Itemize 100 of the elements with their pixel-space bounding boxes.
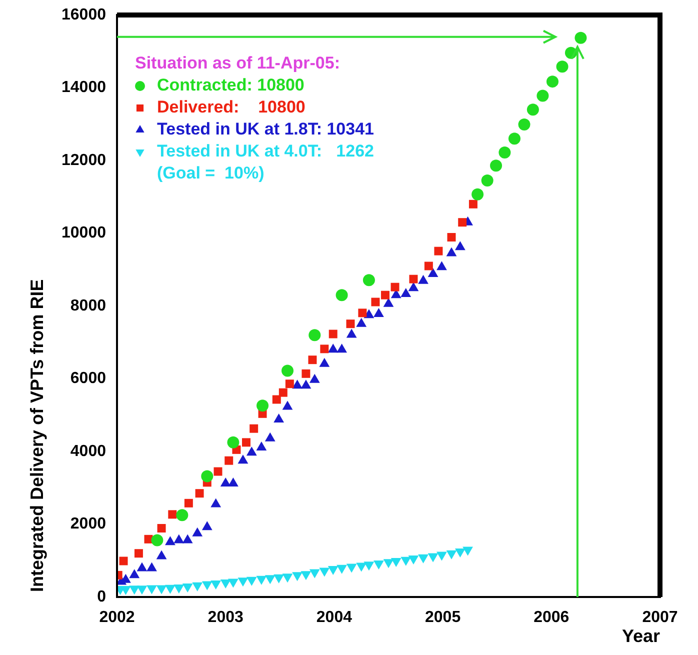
point [151,534,164,546]
point [446,550,457,560]
point [320,344,329,354]
point [472,188,484,200]
point [228,578,238,588]
x-tick-label: 2006 [534,609,570,626]
point [220,579,231,588]
point [242,438,250,447]
point [224,456,234,465]
point [292,572,302,582]
point [409,274,418,284]
legend-label: Tested in UK at 1.8T: 10341 [157,120,374,139]
point [285,380,294,388]
point [319,568,330,577]
point [418,554,428,564]
y-tick-label: 0 [97,588,106,606]
point [454,548,466,558]
point [458,218,467,227]
point [278,388,288,397]
y-tick-label: 2000 [70,516,106,533]
point [156,585,167,594]
point [468,200,478,208]
point [264,575,276,584]
x-tick-label: 2007 [642,609,678,626]
point [428,553,438,562]
point [157,524,166,532]
point [446,247,457,256]
point [129,586,140,595]
point [300,571,312,580]
y-tick-label: 8000 [70,297,106,314]
point [308,329,321,342]
point [408,282,419,292]
legend-title: Situation as of 11-Apr-05: [135,54,340,73]
point [328,330,338,338]
point [308,356,317,364]
point [508,132,520,145]
point [383,559,394,568]
point [165,584,176,594]
point [210,580,222,590]
point [546,76,558,88]
point [168,510,177,519]
y-tick-label: 16000 [62,6,106,24]
point [227,436,240,448]
point [436,552,447,561]
point [302,369,310,378]
y-tick-label: 4000 [70,442,106,460]
point [408,555,419,564]
point [400,556,412,566]
point [381,290,390,300]
point [356,562,367,572]
point [518,118,530,130]
point [274,574,284,584]
point [574,32,587,44]
point [192,582,203,592]
point [309,569,320,578]
point [536,90,549,102]
point [328,566,338,575]
point [272,395,281,404]
point [364,562,374,571]
point [174,584,184,594]
point [424,262,433,270]
point [336,289,348,302]
point [256,576,267,585]
point [447,233,456,242]
point [282,574,293,583]
point [346,320,355,328]
legend-label: Delivered: 10800 [157,98,306,117]
point [182,583,193,592]
point [119,556,128,566]
x-tick-label: 2003 [208,609,244,626]
point [481,174,494,187]
point [136,586,148,595]
y-tick-label: 14000 [62,79,106,96]
point [358,308,367,318]
point [362,274,375,286]
point [246,576,257,586]
point [346,564,357,573]
point [434,246,443,256]
point [238,578,248,587]
point [490,160,502,172]
point [371,298,380,306]
point [526,104,539,116]
point [374,560,384,570]
y-tick-label: 10000 [62,224,106,242]
point [498,146,511,158]
point [282,364,294,377]
x-axis-title: Year [622,626,660,646]
point [202,581,212,590]
point [134,549,143,558]
legend-label: Tested in UK at 4.0T: 1262 (Goal = 10%) [157,142,374,183]
y-tick-label: 12000 [62,152,106,169]
x-tick-label: 2004 [316,609,352,626]
x-tick-label: 2002 [99,609,135,626]
point [556,60,568,73]
point [250,424,258,433]
point [390,558,402,567]
y-tick-label: 6000 [70,370,106,388]
point [256,400,269,412]
point [201,470,214,482]
point [336,564,347,574]
